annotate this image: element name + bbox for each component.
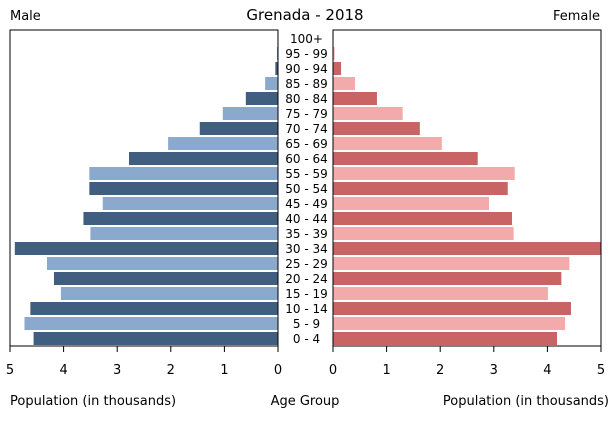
female-axis-ticks: 0 1 2 3 4 5 xyxy=(329,346,605,378)
female-bar xyxy=(333,227,514,240)
male-bar xyxy=(168,137,278,150)
female-bar xyxy=(333,122,420,135)
age-group-label: 95 - 99 xyxy=(285,47,328,61)
age-group-label: 5 - 9 xyxy=(293,317,320,331)
male-bar xyxy=(276,47,278,60)
male-bar xyxy=(53,272,279,285)
age-group-label: 15 - 19 xyxy=(285,287,328,301)
male-bar xyxy=(90,227,279,240)
age-group-label: 100+ xyxy=(290,32,323,46)
male-tick-label: 4 xyxy=(59,363,67,378)
female-tick-label: 4 xyxy=(543,363,551,378)
female-bar xyxy=(333,182,508,195)
age-group-axis-label: Age Group xyxy=(271,394,340,409)
male-bar xyxy=(33,332,278,345)
age-group-label: 55 - 59 xyxy=(285,167,328,181)
age-group-label: 50 - 54 xyxy=(285,182,328,196)
age-group-label: 85 - 89 xyxy=(285,77,328,91)
age-group-label: 0 - 4 xyxy=(293,332,320,346)
female-bar xyxy=(333,62,342,75)
male-bar xyxy=(89,182,278,195)
male-tick-label: 0 xyxy=(274,363,282,378)
female-bar xyxy=(333,317,566,330)
male-bar xyxy=(30,302,279,315)
age-group-label: 35 - 39 xyxy=(285,227,328,241)
age-group-label: 75 - 79 xyxy=(285,107,328,121)
chart-title: Grenada - 2018 xyxy=(246,6,363,24)
male-bar xyxy=(102,197,278,210)
age-group-label: 10 - 14 xyxy=(285,302,328,316)
female-bar xyxy=(333,137,442,150)
female-bar xyxy=(333,302,571,315)
female-bar xyxy=(333,287,548,300)
male-bar xyxy=(265,77,278,90)
female-bar xyxy=(333,212,513,225)
female-bar xyxy=(333,197,489,210)
age-group-label: 30 - 34 xyxy=(285,242,328,256)
male-bar xyxy=(14,242,278,255)
female-bar xyxy=(333,242,601,255)
age-group-label: 60 - 64 xyxy=(285,152,328,166)
female-tick-label: 3 xyxy=(490,363,498,378)
male-tick-label: 1 xyxy=(220,363,228,378)
age-group-label: 40 - 44 xyxy=(285,212,328,226)
age-group-label: 45 - 49 xyxy=(285,197,328,211)
male-tick-label: 3 xyxy=(113,363,121,378)
male-bar xyxy=(83,212,278,225)
age-group-label: 90 - 94 xyxy=(285,62,328,76)
male-tick-label: 5 xyxy=(6,363,14,378)
male-bar xyxy=(245,92,278,105)
age-group-label: 20 - 24 xyxy=(285,272,328,286)
age-group-label: 65 - 69 xyxy=(285,137,328,151)
male-bars xyxy=(14,32,279,345)
male-bar xyxy=(46,257,278,270)
male-bar xyxy=(89,167,278,180)
male-bar xyxy=(199,122,278,135)
female-bar xyxy=(333,332,558,345)
female-bar xyxy=(333,92,377,105)
age-group-label: 80 - 84 xyxy=(285,92,328,106)
female-tick-label: 5 xyxy=(597,363,605,378)
female-bar xyxy=(333,167,515,180)
female-bar xyxy=(333,257,570,270)
female-tick-label: 0 xyxy=(329,363,337,378)
male-axis-ticks: 0 1 2 3 4 5 xyxy=(6,346,282,378)
male-bar xyxy=(24,317,278,330)
female-bar xyxy=(333,77,355,90)
female-bars xyxy=(333,32,601,345)
female-bar xyxy=(333,47,335,60)
male-bar xyxy=(275,62,278,75)
male-bar xyxy=(128,152,278,165)
male-plot-frame xyxy=(9,29,279,347)
male-x-axis-label: Population (in thousands) xyxy=(10,394,176,409)
female-bar xyxy=(333,272,562,285)
male-bar xyxy=(60,287,278,300)
female-plot-frame xyxy=(332,29,602,347)
female-tick-label: 2 xyxy=(436,363,444,378)
age-group-label: 70 - 74 xyxy=(285,122,328,136)
female-bar xyxy=(333,107,403,120)
male-tick-label: 2 xyxy=(167,363,175,378)
female-tick-label: 1 xyxy=(382,363,390,378)
age-group-label: 25 - 29 xyxy=(285,257,328,271)
male-bar xyxy=(222,107,278,120)
female-side-label: Female xyxy=(553,9,600,24)
female-bar xyxy=(333,152,478,165)
male-side-label: Male xyxy=(10,9,41,24)
female-x-axis-label: Population (in thousands) xyxy=(443,394,609,409)
